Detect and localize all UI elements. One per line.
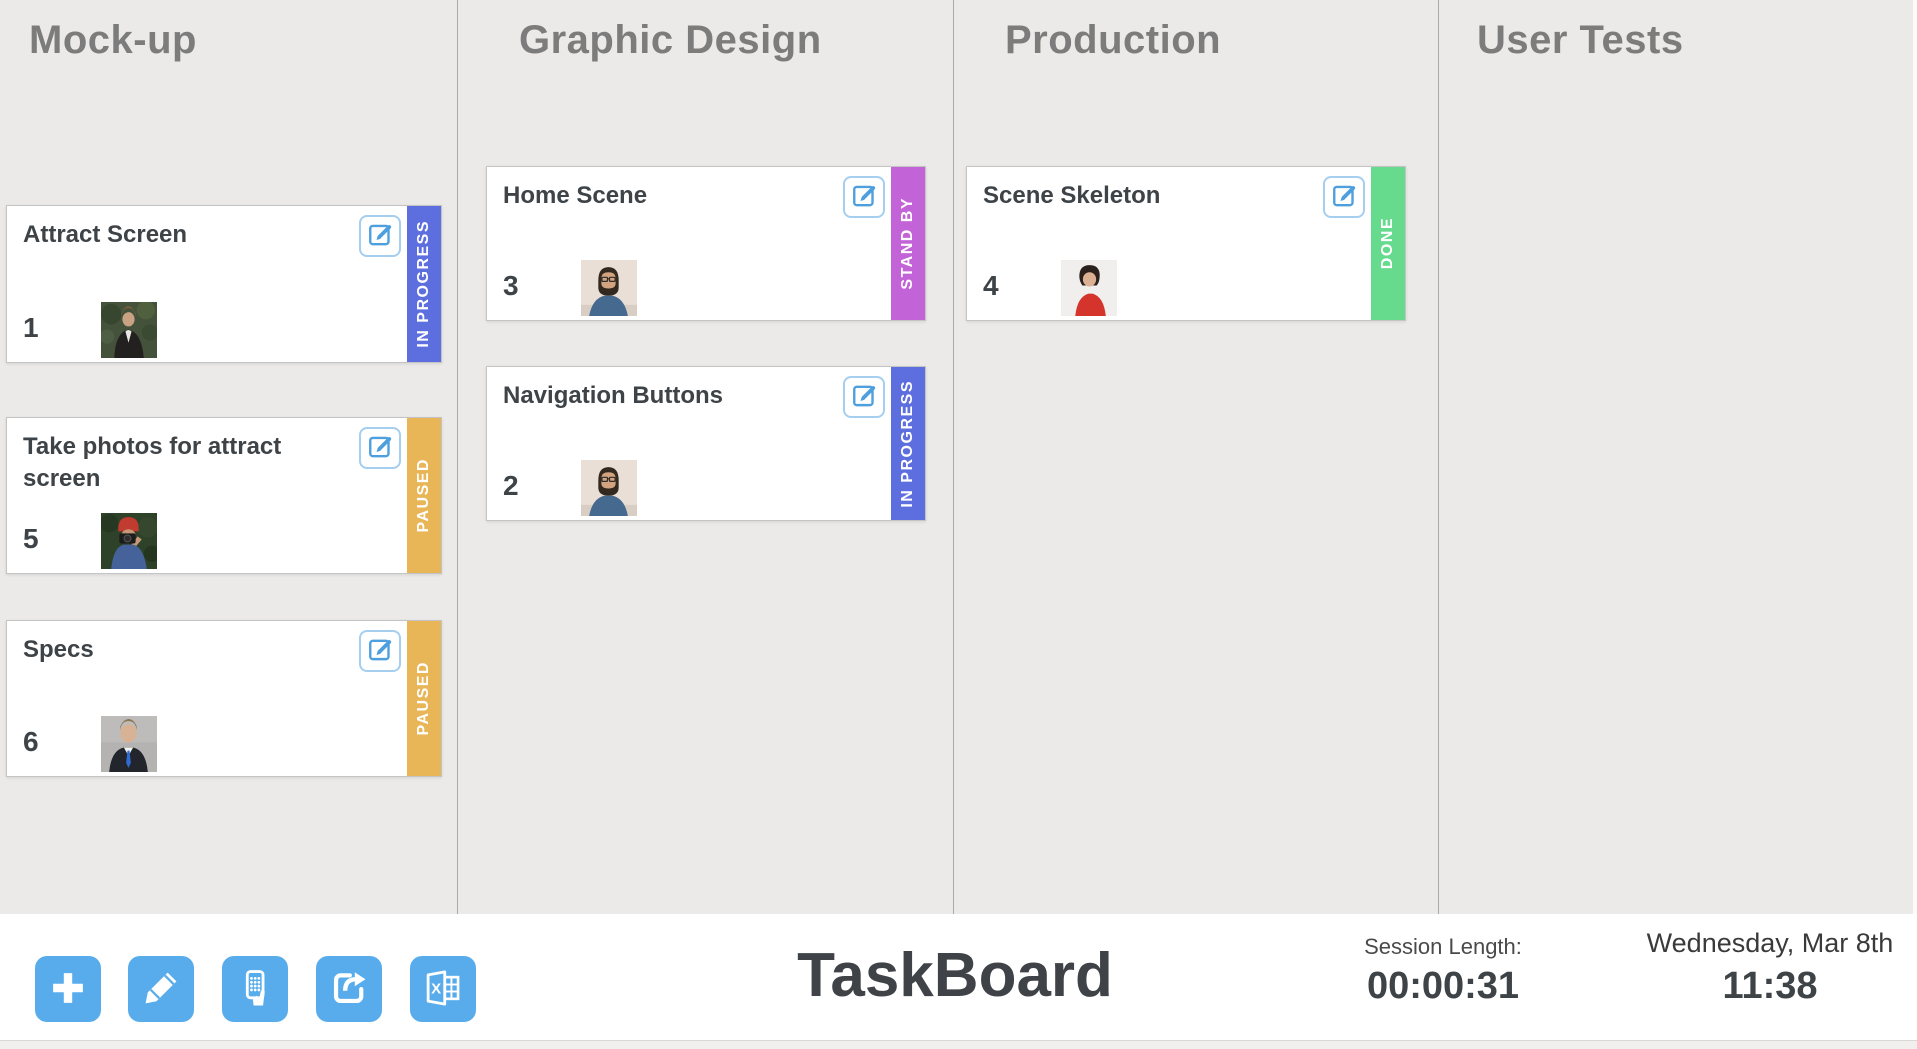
column-header-production: Production — [1005, 18, 1222, 62]
status-label: IN PROGRESS — [899, 379, 916, 508]
bottom-edge-strip — [0, 1040, 1917, 1049]
card-title: Home Scene — [503, 182, 648, 209]
status-label: PAUSED — [415, 458, 432, 533]
card-title: Specs — [23, 636, 94, 663]
card-number: 3 — [503, 270, 519, 301]
plus-icon — [47, 967, 89, 1012]
edit-card-button[interactable] — [843, 176, 885, 218]
phone-in-hand-icon — [234, 967, 276, 1012]
app-title: TaskBoard — [797, 941, 1113, 1010]
task-card-attract-screen[interactable]: Attract Screen 1 — [6, 205, 442, 363]
edit-card-button[interactable] — [359, 215, 401, 257]
session-length-value: 00:00:31 — [1366, 965, 1520, 1007]
column-divider-1 — [457, 0, 458, 914]
mobile-mode-button[interactable] — [222, 956, 288, 1022]
card-title: Navigation Buttons — [503, 382, 723, 409]
add-task-button[interactable] — [35, 956, 101, 1022]
avatar-bearded-man-with-glasses — [581, 260, 637, 316]
edit-pencil-square-icon — [849, 381, 879, 414]
avatar-photographer-with-red-beanie — [101, 513, 157, 569]
share-board-button[interactable] — [316, 956, 382, 1022]
card-title: Take photos for attract screen — [23, 433, 282, 492]
edit-card-button[interactable] — [1323, 176, 1365, 218]
share-export-icon — [328, 967, 370, 1012]
card-title: Scene Skeleton — [983, 182, 1161, 209]
edit-card-button[interactable] — [359, 427, 401, 469]
edit-card-button[interactable] — [843, 376, 885, 418]
edit-pencil-square-icon — [849, 181, 879, 214]
edit-card-button[interactable] — [359, 630, 401, 672]
card-number: 4 — [983, 270, 999, 301]
edit-pencil-square-icon — [365, 432, 395, 465]
status-label: DONE — [1379, 217, 1396, 270]
status-strip[interactable]: IN PROGRESS — [891, 367, 925, 520]
card-number: 6 — [23, 726, 39, 757]
column-divider-2 — [953, 0, 954, 914]
task-card-take-photos[interactable]: Take photos for attract screen 5 — [6, 417, 442, 574]
column-header-user-tests: User Tests — [1477, 18, 1684, 62]
session-length-block: Session Length: 00:00:31 — [1343, 934, 1543, 1008]
status-label: PAUSED — [415, 661, 432, 736]
task-card-scene-skeleton[interactable]: Scene Skeleton 4 — [966, 166, 1406, 321]
avatar-businessman-in-suit — [101, 716, 157, 772]
session-length-label: Session Length: — [1364, 934, 1522, 959]
edit-pencil-square-icon — [365, 635, 395, 668]
task-card-specs[interactable]: Specs 6 — [6, 620, 442, 777]
column-divider-3 — [1438, 0, 1439, 914]
status-label: IN PROGRESS — [415, 220, 432, 348]
card-number: 5 — [23, 523, 39, 554]
export-excel-button[interactable]: X — [410, 956, 476, 1022]
edit-pencil-square-icon — [365, 220, 395, 253]
card-number: 1 — [23, 312, 39, 343]
column-header-graphic-design: Graphic Design — [519, 18, 822, 62]
task-card-navigation-buttons[interactable]: Navigation Buttons 2 — [486, 366, 926, 521]
pencil-icon — [140, 967, 182, 1012]
svg-text:X: X — [431, 980, 441, 997]
avatar-man-in-forest — [101, 302, 157, 358]
status-strip[interactable]: IN PROGRESS — [407, 206, 441, 362]
status-strip[interactable]: PAUSED — [407, 621, 441, 776]
footer-toolbar: X TaskBoard Session Length: 00:00:31 Wed… — [0, 914, 1917, 1040]
card-number: 2 — [503, 470, 519, 501]
task-card-home-scene[interactable]: Home Scene 3 — [486, 166, 926, 321]
edit-mode-button[interactable] — [128, 956, 194, 1022]
status-strip[interactable]: STAND BY — [891, 167, 925, 320]
status-strip[interactable]: DONE — [1371, 167, 1405, 320]
card-title: Attract Screen — [23, 221, 188, 248]
board-right-gap — [1913, 0, 1917, 914]
edit-pencil-square-icon — [1329, 181, 1359, 214]
avatar-woman-in-red-top — [1061, 260, 1117, 316]
status-strip[interactable]: PAUSED — [407, 418, 441, 573]
current-time: 11:38 — [1722, 965, 1818, 1007]
column-header-mockup: Mock-up — [29, 18, 197, 62]
datetime-block: Wednesday, Mar 8th 11:38 — [1645, 928, 1895, 1008]
excel-icon: X — [422, 967, 464, 1012]
board-area: Mock-up Graphic Design Production User T… — [0, 0, 1917, 914]
status-label: STAND BY — [899, 197, 916, 290]
current-date: Wednesday, Mar 8th — [1646, 928, 1894, 958]
avatar-bearded-man-with-glasses — [581, 460, 637, 516]
